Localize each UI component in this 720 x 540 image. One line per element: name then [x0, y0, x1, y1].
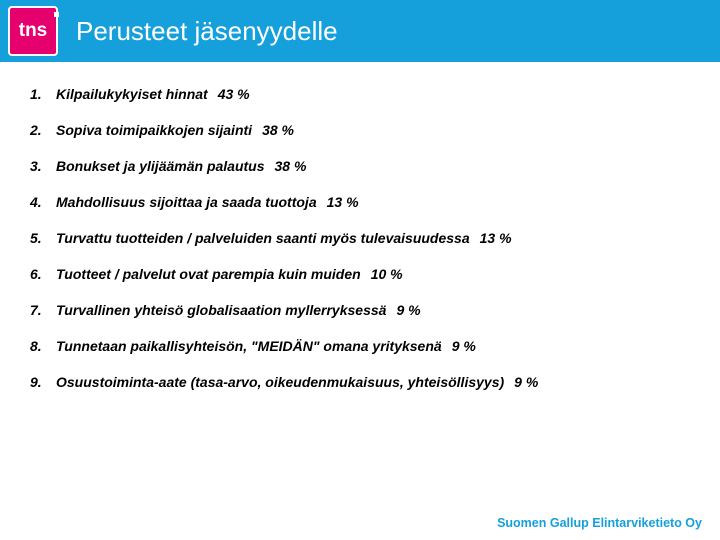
- item-number: 5.: [30, 230, 56, 246]
- item-percent: 9 %: [514, 374, 538, 390]
- item-number: 9.: [30, 374, 56, 390]
- list-item: 4. Mahdollisuus sijoittaa ja saada tuott…: [30, 194, 704, 210]
- item-number: 7.: [30, 302, 56, 318]
- item-label: Osuustoiminta-aate (tasa-arvo, oikeudenm…: [56, 374, 504, 390]
- item-percent: 43 %: [218, 86, 250, 102]
- list-item: 6. Tuotteet / palvelut ovat parempia kui…: [30, 266, 704, 282]
- footer-company: Suomen Gallup Elintarviketieto Oy: [497, 516, 702, 530]
- list-item: 3. Bonukset ja ylijäämän palautus 38 %: [30, 158, 704, 174]
- item-percent: 9 %: [396, 302, 420, 318]
- item-percent: 38 %: [275, 158, 307, 174]
- item-label: Tuotteet / palvelut ovat parempia kuin m…: [56, 266, 361, 282]
- item-label: Sopiva toimipaikkojen sijainti: [56, 122, 252, 138]
- tns-logo: tns: [8, 6, 58, 56]
- item-percent: 13 %: [480, 230, 512, 246]
- item-label: Tunnetaan paikallisyhteisön, "MEIDÄN" om…: [56, 338, 442, 354]
- list-item: 9. Osuustoiminta-aate (tasa-arvo, oikeud…: [30, 374, 704, 390]
- items-list: 1. Kilpailukykyiset hinnat 43 % 2. Sopiv…: [0, 62, 720, 390]
- item-number: 3.: [30, 158, 56, 174]
- item-number: 4.: [30, 194, 56, 210]
- item-percent: 38 %: [262, 122, 294, 138]
- list-item: 2. Sopiva toimipaikkojen sijainti 38 %: [30, 122, 704, 138]
- item-number: 6.: [30, 266, 56, 282]
- list-item: 7. Turvallinen yhteisö globalisaation my…: [30, 302, 704, 318]
- item-number: 2.: [30, 122, 56, 138]
- item-label: Turvallinen yhteisö globalisaation mylle…: [56, 302, 386, 318]
- logo-text: tns: [19, 20, 48, 42]
- item-number: 1.: [30, 86, 56, 102]
- list-item: 5. Turvattu tuotteiden / palveluiden saa…: [30, 230, 704, 246]
- slide-header: tns Perusteet jäsenyydelle: [0, 0, 720, 62]
- slide-title: Perusteet jäsenyydelle: [76, 16, 338, 47]
- item-label: Turvattu tuotteiden / palveluiden saanti…: [56, 230, 470, 246]
- item-label: Kilpailukykyiset hinnat: [56, 86, 208, 102]
- list-item: 1. Kilpailukykyiset hinnat 43 %: [30, 86, 704, 102]
- item-label: Bonukset ja ylijäämän palautus: [56, 158, 265, 174]
- item-percent: 9 %: [452, 338, 476, 354]
- item-percent: 13 %: [327, 194, 359, 210]
- item-label: Mahdollisuus sijoittaa ja saada tuottoja: [56, 194, 317, 210]
- item-percent: 10 %: [371, 266, 403, 282]
- list-item: 8. Tunnetaan paikallisyhteisön, "MEIDÄN"…: [30, 338, 704, 354]
- item-number: 8.: [30, 338, 56, 354]
